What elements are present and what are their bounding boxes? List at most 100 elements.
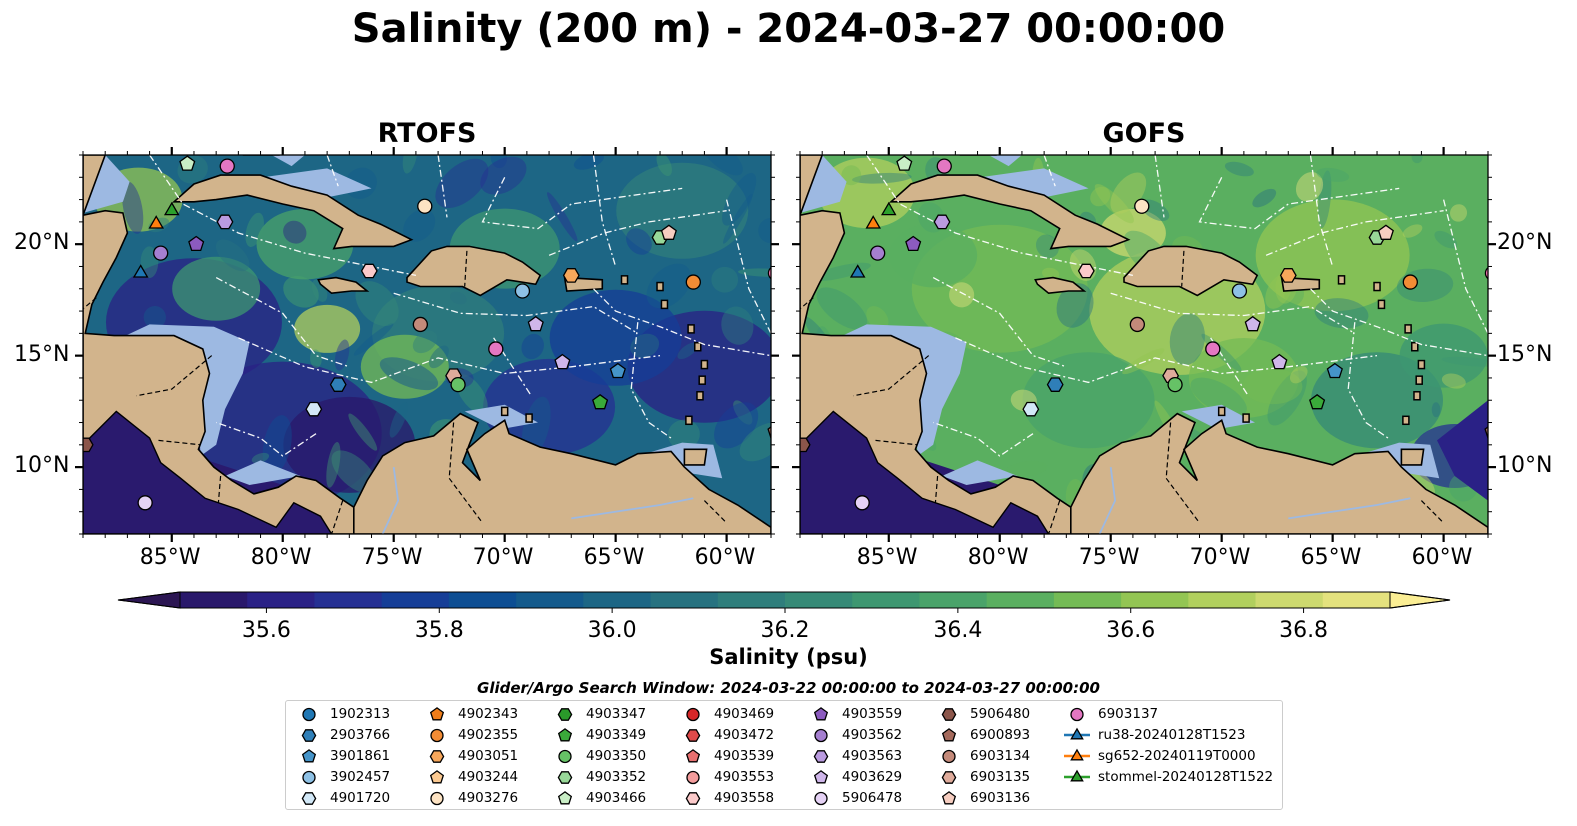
eez-boundary	[238, 337, 661, 384]
salinity-eddy	[1289, 366, 1308, 384]
salinity-eddy	[262, 415, 292, 475]
hexagon-marker-icon	[941, 708, 957, 721]
border-line	[136, 355, 213, 397]
observation-6903134	[1129, 316, 1145, 333]
legend-item: 4903347	[552, 704, 646, 724]
observation-4903349	[1309, 393, 1326, 410]
eez-boundary	[1154, 155, 1165, 218]
circle-marker-icon	[942, 749, 956, 764]
legend-marker	[686, 770, 700, 785]
lat-tick-left: 10°N	[14, 453, 70, 479]
island	[698, 375, 706, 385]
panel-title-rtofs: RTOFS	[377, 118, 477, 149]
border-line	[83, 297, 97, 310]
salinity-patch	[616, 162, 749, 259]
legend-marker	[814, 791, 828, 806]
legend-label: sg652-20240119T0000	[1098, 748, 1256, 764]
legend-marker	[557, 708, 573, 721]
observation-4903558	[1077, 263, 1095, 279]
hexagon-marker-icon	[685, 729, 701, 742]
observation-3901861	[609, 362, 626, 379]
salinity-eddy	[283, 275, 319, 308]
map-frame	[799, 154, 1489, 535]
observation-6903136	[1377, 224, 1394, 240]
border-line	[934, 475, 939, 503]
legend-marker	[430, 791, 444, 806]
island	[1242, 413, 1250, 423]
observation-3901861	[1326, 362, 1343, 379]
salinity-patch	[1022, 352, 1155, 449]
salinity-eddy	[1402, 224, 1423, 238]
pentagon-marker-icon	[429, 770, 445, 784]
land-cuba	[888, 174, 1131, 250]
salinity-eddy	[1242, 368, 1303, 405]
legend-item: stommel-20240128T1522	[1064, 767, 1273, 787]
salinity-eddy	[326, 442, 341, 488]
island	[1415, 375, 1423, 385]
salinity-eddy	[1056, 283, 1094, 328]
border-line	[875, 439, 918, 446]
shelf-region	[964, 168, 1089, 198]
salinity-eddy	[245, 212, 264, 247]
legend-item: 6900893	[936, 725, 1030, 745]
salinity-eddy	[1295, 172, 1324, 202]
legend-marker	[813, 770, 829, 784]
figure-title: Salinity (200 m) - 2024-03-27 00:00:00	[351, 6, 1226, 52]
salinity-eddy	[1190, 377, 1247, 417]
observation-4903466	[896, 155, 913, 171]
observation-4903629	[1271, 353, 1288, 370]
salinity-eddy	[1122, 348, 1165, 375]
legend-item: ru38-20240128T1523	[1064, 725, 1245, 745]
colorbar-segment	[381, 592, 450, 608]
observation-stommel-20240128T1522	[880, 201, 897, 216]
lat-tick-left: 20°N	[14, 230, 70, 256]
colorbar-segment	[314, 592, 383, 608]
observation-6903137	[488, 341, 504, 357]
salinity-eddy	[721, 306, 754, 345]
island	[1404, 324, 1412, 334]
eez-boundary	[326, 155, 339, 187]
eez-boundary	[1442, 199, 1488, 334]
observation-4903629	[1244, 315, 1261, 332]
island	[660, 299, 669, 310]
salinity-patch	[1399, 323, 1488, 388]
salinity-eddy	[714, 402, 759, 449]
eez-boundary	[932, 277, 1067, 368]
salinity-eddy	[711, 266, 739, 293]
salinity-eddy	[215, 239, 250, 272]
border-line	[853, 355, 930, 397]
land-yucatanTop	[83, 155, 107, 216]
legend-item: 4903472	[680, 725, 774, 745]
lon-tick-rtofs: 65°W	[583, 545, 645, 570]
legend-marker	[429, 750, 445, 763]
circle-marker-icon	[686, 770, 700, 785]
land-trinidad	[683, 448, 708, 466]
river	[381, 466, 400, 534]
land-jamaica	[1034, 276, 1087, 295]
salinity-eddy	[630, 333, 660, 358]
legend-label: 4903469	[714, 706, 775, 722]
observation-5906480	[83, 437, 94, 453]
island	[694, 341, 702, 352]
legend-label: 4903347	[586, 706, 647, 722]
legend-label: 5906478	[842, 790, 903, 806]
lon-tick-gofs: 75°W	[1078, 545, 1140, 570]
observation-4903350	[450, 376, 466, 393]
salinity-eddy	[1441, 356, 1488, 367]
pentagon-marker-icon	[429, 707, 445, 721]
observation-4903563	[216, 214, 234, 230]
lon-tick-gofs: 65°W	[1300, 545, 1362, 570]
salinity-eddy	[733, 400, 753, 425]
legend-marker	[814, 728, 828, 743]
island	[1337, 275, 1346, 285]
lon-tick-gofs: 70°W	[1189, 545, 1251, 570]
legend-marker	[1070, 769, 1084, 782]
legend-marker	[429, 707, 445, 721]
triangle-marker-icon	[1064, 769, 1090, 782]
legend-label: 3902457	[330, 769, 391, 785]
observation-2903766	[329, 377, 347, 392]
circle-marker-icon	[686, 707, 700, 722]
eez-boundary	[1110, 292, 1356, 334]
salinity-eddy	[412, 330, 438, 354]
salinity-eddy	[355, 281, 399, 327]
